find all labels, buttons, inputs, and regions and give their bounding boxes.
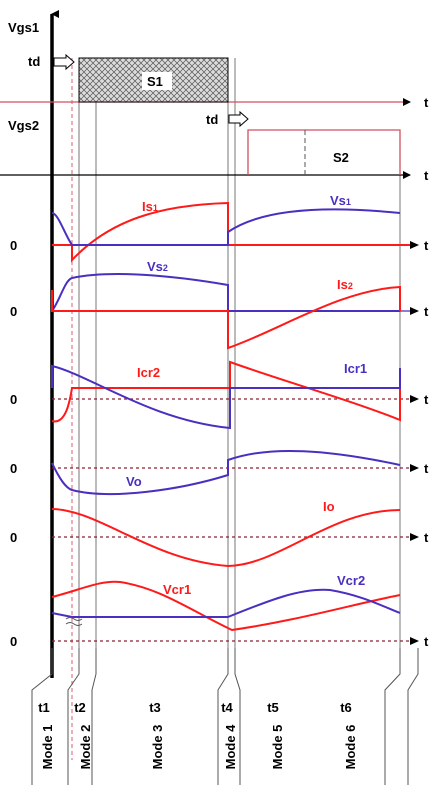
mode-label-5: Mode 5 — [270, 725, 285, 770]
mode-label-2: Mode 2 — [78, 725, 93, 770]
vs1-wave — [51, 208, 401, 246]
mode-labels: Mode 1 Mode 2 Mode 3 Mode 4 Mode 5 Mode 6 — [40, 724, 358, 770]
is1-label: Is1 — [142, 199, 158, 214]
interval-labels: t1 t2 t3 t4 t5 t6 — [38, 700, 352, 715]
td2-arrow — [228, 110, 249, 128]
t-axis-label-vgs2: t — [424, 168, 429, 183]
io-wave — [51, 508, 401, 568]
mode-bracket-6 — [384, 648, 401, 785]
mode-bracket-1 — [31, 648, 53, 785]
s1-label: S1 — [147, 74, 163, 89]
interval-label-t5: t5 — [267, 700, 279, 715]
zero-axes: 0 t 0 t 0 t 0 t 0 t 0 t — [10, 238, 429, 649]
mode-bracket-3 — [91, 648, 97, 785]
vs2-wave — [51, 273, 400, 312]
zero-label-3: 0 — [10, 392, 17, 407]
icr1-wave — [51, 364, 401, 430]
vcr2-label: Vcr2 — [337, 573, 365, 588]
mode-guides — [78, 58, 401, 648]
axis-arrow-2 — [410, 307, 419, 315]
zero-label-6: 0 — [10, 634, 17, 649]
t-axis-label-5: t — [424, 530, 429, 545]
axis-arrow-1 — [410, 241, 419, 249]
vo-label: Vo — [126, 474, 142, 489]
t-axis-label-4: t — [424, 461, 429, 476]
s1-label-box — [142, 72, 172, 90]
interval-label-t2: t2 — [74, 700, 86, 715]
icr1-label: Icr1 — [344, 361, 367, 376]
interval-label-t1: t1 — [38, 700, 50, 715]
zero-label-1: 0 — [10, 238, 17, 253]
t-axis-label-3: t — [424, 392, 429, 407]
axis-arrow-3 — [410, 395, 419, 403]
t-axis-label-6: t — [424, 634, 429, 649]
icr2-wave — [51, 360, 401, 423]
waveforms — [51, 201, 410, 632]
interval-label-t6: t6 — [340, 700, 352, 715]
mode-label-1: Mode 1 — [40, 725, 55, 770]
vs1-label: Vs1 — [330, 193, 351, 208]
is1-wave — [52, 201, 410, 263]
mode-bracket-2 — [67, 648, 80, 785]
mode-bracket-4 — [217, 648, 229, 785]
io-label: Io — [323, 499, 335, 514]
zero-label-4: 0 — [10, 461, 17, 476]
td1-label: td — [28, 54, 40, 69]
vo-wave — [51, 449, 401, 495]
axis-arrow-6 — [410, 637, 419, 645]
mode-label-4: Mode 4 — [223, 724, 238, 770]
td1-arrow — [53, 53, 75, 71]
mode-brackets — [31, 648, 419, 785]
mode-bracket-end — [407, 648, 419, 785]
s2-label: S2 — [333, 150, 349, 165]
mode-label-3: Mode 3 — [150, 725, 165, 770]
interval-label-t4: t4 — [221, 700, 233, 715]
axis-arrow-5 — [410, 533, 419, 541]
zero-label-2: 0 — [10, 304, 17, 319]
vgs1-label: Vgs1 — [8, 20, 39, 35]
interval-label-t3: t3 — [149, 700, 161, 715]
t-axis-label-2: t — [424, 304, 429, 319]
mode-bracket-5 — [234, 648, 241, 785]
mode-label-6: Mode 6 — [343, 725, 358, 770]
vgs2-label: Vgs2 — [8, 118, 39, 133]
zero-label-5: 0 — [10, 530, 17, 545]
is2-wave — [51, 285, 401, 350]
is2-label: Is2 — [337, 277, 353, 292]
vcr1-label: Vcr1 — [163, 582, 191, 597]
vcr2-wave — [51, 588, 401, 618]
t-axis-label-vgs1: t — [424, 95, 429, 110]
td2-label: td — [206, 112, 218, 127]
axis-arrow-4 — [410, 464, 419, 472]
break-mark — [65, 617, 83, 626]
vs2-label: Vs2 — [147, 259, 168, 274]
icr2-label: Icr2 — [137, 365, 160, 380]
vcr1-wave — [51, 580, 401, 632]
t-axis-label-1: t — [424, 238, 429, 253]
s2-pulse — [247, 129, 401, 175]
